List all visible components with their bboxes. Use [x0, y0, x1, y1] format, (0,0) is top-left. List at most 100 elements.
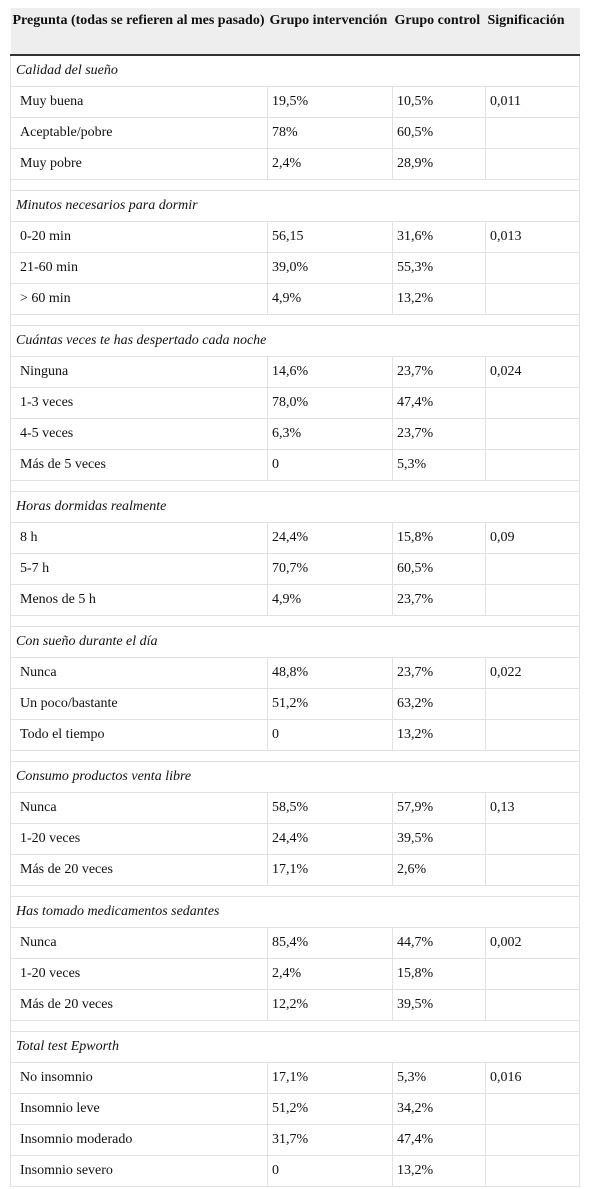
cell: 0,011: [485, 86, 580, 118]
row-label: Insomnio leve: [10, 1093, 268, 1125]
row-label: 4-5 veces: [10, 418, 268, 450]
cell: [485, 387, 580, 419]
spacer: [10, 885, 580, 897]
cell: [485, 1155, 580, 1187]
data-row: 0-20 min 56,15 31,6% 0,013: [10, 221, 580, 253]
cell: 39,5%: [392, 823, 486, 855]
spacer: [10, 179, 580, 191]
row-label: Un poco/bastante: [10, 688, 268, 720]
cell: 63,2%: [392, 688, 486, 720]
cell: [485, 148, 580, 180]
row-label: Nunca: [10, 657, 268, 689]
row-label: 8 h: [10, 522, 268, 554]
cell: 15,8%: [392, 958, 486, 990]
data-row: 5-7 h 70,7% 60,5%: [10, 553, 580, 585]
row-label: 1-20 veces: [10, 958, 268, 990]
cell: [485, 854, 580, 886]
row-label: No insomnio: [10, 1062, 268, 1094]
data-row: Menos de 5 h 4,9% 23,7%: [10, 584, 580, 616]
row-label: 21-60 min: [10, 252, 268, 284]
data-row: Insomnio leve 51,2% 34,2%: [10, 1093, 580, 1125]
row-label: Insomnio severo: [10, 1155, 268, 1187]
data-row: 8 h 24,4% 15,8% 0,09: [10, 522, 580, 554]
data-row: Nunca 85,4% 44,7% 0,002: [10, 927, 580, 959]
section-row: Consumo productos venta libre: [10, 761, 580, 793]
section-row: Minutos necesarios para dormir: [10, 190, 580, 222]
cell: 14,6%: [267, 356, 393, 388]
header-cell: Grupo intervención: [267, 8, 393, 56]
data-row: Insomnio severo 0 13,2%: [10, 1155, 580, 1187]
header-cell: Significación: [485, 8, 580, 56]
cell: 58,5%: [267, 792, 393, 824]
cell: 44,7%: [392, 927, 486, 959]
cell: 6,3%: [267, 418, 393, 450]
row-label: Muy pobre: [10, 148, 268, 180]
row-label: Nunca: [10, 927, 268, 959]
header-cell: Pregunta (todas se refieren al mes pasad…: [10, 8, 268, 56]
cell: 23,7%: [392, 584, 486, 616]
cell: 2,4%: [267, 958, 393, 990]
cell: 0,024: [485, 356, 580, 388]
data-row: Nunca 48,8% 23,7% 0,022: [10, 657, 580, 689]
cell: [485, 553, 580, 585]
data-row: 21-60 min 39,0% 55,3%: [10, 252, 580, 284]
cell: 31,6%: [392, 221, 486, 253]
cell: 12,2%: [267, 989, 393, 1021]
cell: 0: [267, 719, 393, 751]
cell: 60,5%: [392, 553, 486, 585]
header-row: Pregunta (todas se refieren al mes pasad…: [10, 8, 580, 56]
cell: 55,3%: [392, 252, 486, 284]
cell: 31,7%: [267, 1124, 393, 1156]
cell: 48,8%: [267, 657, 393, 689]
spacer-row: [10, 314, 580, 326]
cell: 24,4%: [267, 522, 393, 554]
row-label: Muy buena: [10, 86, 268, 118]
section-row: Total test Epworth: [10, 1031, 580, 1063]
cell: 70,7%: [267, 553, 393, 585]
data-row: Más de 20 veces 17,1% 2,6%: [10, 854, 580, 886]
cell: 13,2%: [392, 719, 486, 751]
spacer-row: [10, 750, 580, 762]
section-title: Con sueño durante el día: [10, 626, 580, 658]
section-title: Minutos necesarios para dormir: [10, 190, 580, 222]
cell: 0,13: [485, 792, 580, 824]
spacer-row: [10, 179, 580, 191]
table-header: Pregunta (todas se refieren al mes pasad…: [10, 8, 580, 56]
spacer-row: [10, 885, 580, 897]
data-row: 1-3 veces 78,0% 47,4%: [10, 387, 580, 419]
cell: 34,2%: [392, 1093, 486, 1125]
cell: 4,9%: [267, 283, 393, 315]
data-row: Insomnio moderado 31,7% 47,4%: [10, 1124, 580, 1156]
cell: 51,2%: [267, 688, 393, 720]
cell: 0,09: [485, 522, 580, 554]
section-title: Cuántas veces te has despertado cada noc…: [10, 325, 580, 357]
spacer: [10, 615, 580, 627]
cell: 13,2%: [392, 1155, 486, 1187]
cell: [485, 283, 580, 315]
cell: 0,022: [485, 657, 580, 689]
cell: 0,016: [485, 1062, 580, 1094]
cell: [485, 252, 580, 284]
section-row: Calidad del sueño: [10, 54, 580, 87]
spacer: [10, 314, 580, 326]
cell: 5,3%: [392, 1062, 486, 1094]
row-label: 0-20 min: [10, 221, 268, 253]
row-label: > 60 min: [10, 283, 268, 315]
cell: [485, 449, 580, 481]
cell: 39,5%: [392, 989, 486, 1021]
cell: 23,7%: [392, 657, 486, 689]
cell: 2,4%: [267, 148, 393, 180]
cell: 17,1%: [267, 854, 393, 886]
header-cell: Grupo control: [392, 8, 486, 56]
cell: 28,9%: [392, 148, 486, 180]
data-row: Más de 20 veces 12,2% 39,5%: [10, 989, 580, 1021]
cell: [485, 719, 580, 751]
data-row: > 60 min 4,9% 13,2%: [10, 283, 580, 315]
data-row: 1-20 veces 24,4% 39,5%: [10, 823, 580, 855]
cell: 4,9%: [267, 584, 393, 616]
row-label: 1-20 veces: [10, 823, 268, 855]
data-row: Nunca 58,5% 57,9% 0,13: [10, 792, 580, 824]
cell: 78%: [267, 117, 393, 149]
row-label: Aceptable/pobre: [10, 117, 268, 149]
cell: 23,7%: [392, 418, 486, 450]
